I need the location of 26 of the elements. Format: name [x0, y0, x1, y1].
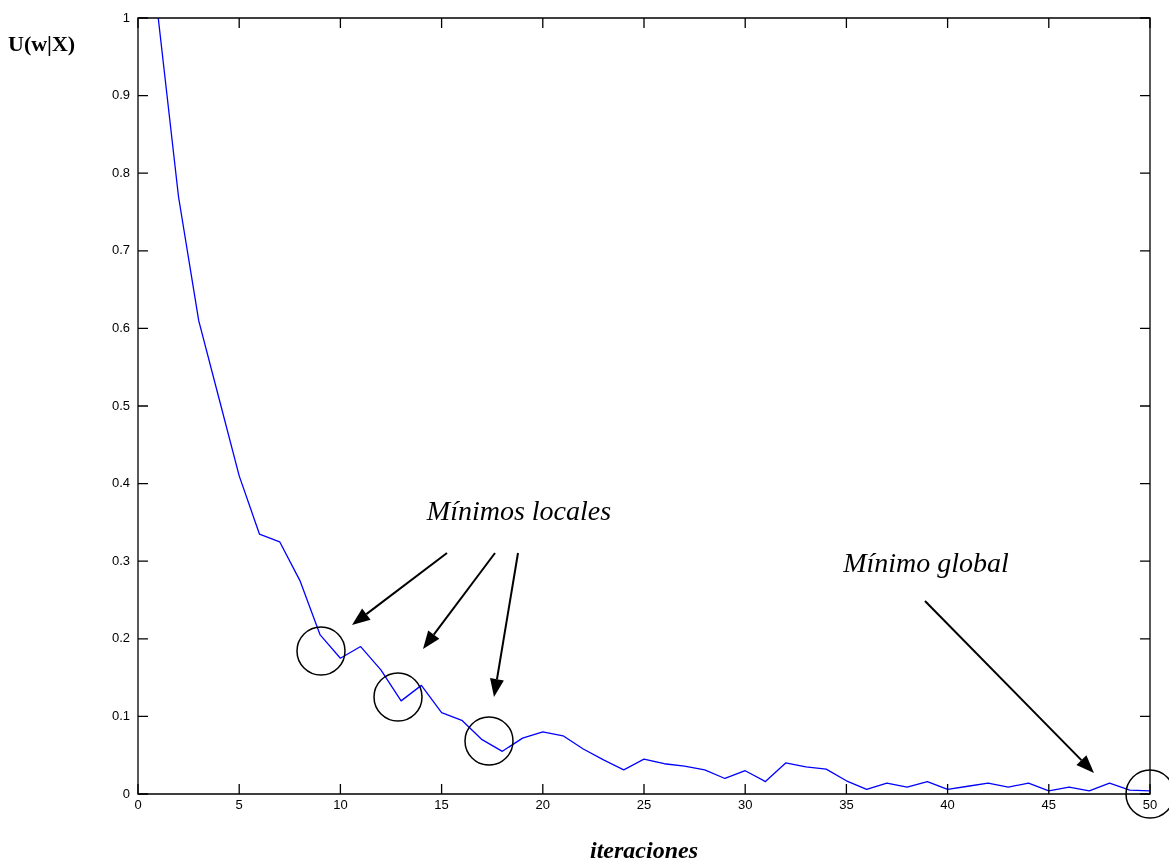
x-tick-label: 50 [1142, 797, 1158, 813]
y-tick-label: 1 [122, 9, 130, 25]
y-tick-label: 0.4 [111, 475, 130, 491]
x-tick-label: 10 [333, 797, 348, 813]
x-tick-label: 5 [235, 797, 243, 813]
x-tick-label: 45 [1041, 797, 1057, 813]
y-tick-label: 0.2 [111, 630, 130, 646]
annotation: Mínimos locales [425, 495, 612, 526]
y-tick-label: 0.6 [111, 319, 130, 335]
x-tick-label: 0 [134, 797, 142, 813]
x-tick-label: 15 [434, 797, 449, 813]
x-tick-label: 25 [636, 797, 652, 813]
x-tick-label: 35 [839, 797, 854, 813]
y-tick-label: 0.1 [111, 707, 130, 723]
y-tick-label: 0.5 [111, 397, 130, 413]
y-tick-label: 0.7 [111, 242, 130, 258]
y-axis-title: U(w|X) [8, 31, 76, 56]
x-tick-label: 40 [940, 797, 955, 813]
x-axis-title: iteraciones [590, 837, 698, 863]
y-tick-label: 0.9 [111, 87, 130, 103]
annotation: Mínimo global [842, 547, 1010, 578]
y-tick-label: 0 [122, 785, 130, 801]
x-tick-label: 20 [535, 797, 551, 813]
x-tick-label: 30 [737, 797, 753, 813]
y-tick-label: 0.3 [111, 552, 130, 568]
y-tick-label: 0.8 [111, 164, 130, 180]
